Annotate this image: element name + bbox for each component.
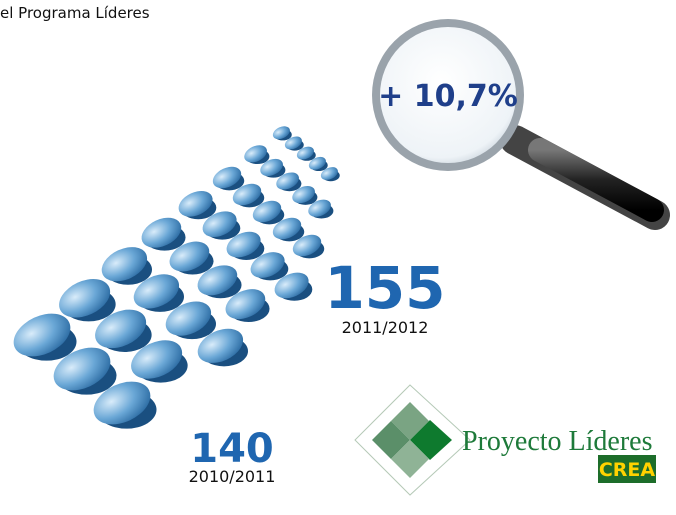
- disc: [101, 247, 148, 282]
- disc: [252, 200, 282, 223]
- disc: [320, 167, 338, 180]
- disc-field: [13, 126, 340, 429]
- disc: [13, 313, 71, 357]
- disc: [178, 190, 213, 217]
- title: el Programa Líderes: [0, 4, 150, 22]
- disc: [53, 347, 111, 391]
- magnifier: + 10,7%: [372, 19, 670, 230]
- disc: [308, 156, 326, 170]
- badge-text: CREA: [599, 459, 656, 481]
- disc: [274, 272, 309, 299]
- disc: [260, 158, 283, 176]
- disc: [276, 172, 299, 190]
- magnifier-grip: [528, 138, 664, 222]
- disc: [202, 211, 237, 238]
- current-period: 2011/2012: [342, 318, 429, 337]
- disc: [141, 217, 182, 248]
- logo: Proyecto Líderes CREA: [354, 384, 656, 496]
- previous-period: 2010/2011: [189, 467, 276, 486]
- disc: [292, 186, 315, 204]
- logo-diamond: [391, 440, 429, 478]
- disc: [169, 241, 210, 272]
- disc: [284, 136, 302, 150]
- disc: [131, 340, 183, 379]
- logo-diamond: [410, 420, 452, 460]
- growth-label: + 10,7%: [378, 79, 518, 114]
- disc: [272, 126, 290, 140]
- disc: [93, 381, 151, 425]
- disc: [226, 231, 261, 258]
- disc: [308, 199, 331, 217]
- disc: [212, 166, 242, 189]
- disc: [197, 265, 238, 296]
- disc: [59, 279, 111, 318]
- disc: [165, 301, 212, 336]
- disc: [292, 234, 322, 257]
- logo-name: Proyecto Líderes: [462, 426, 653, 457]
- badge: [598, 455, 656, 483]
- disc: [133, 274, 180, 309]
- disc: [250, 252, 285, 278]
- disc: [232, 183, 262, 206]
- disc: [95, 309, 147, 349]
- current-value: 155: [324, 254, 445, 322]
- magnifier-lens: [380, 27, 516, 163]
- disc: [296, 146, 314, 160]
- disc: [197, 328, 244, 363]
- disc: [225, 289, 266, 320]
- previous-value: 140: [190, 426, 274, 472]
- disc: [244, 145, 267, 163]
- disc: [272, 217, 302, 240]
